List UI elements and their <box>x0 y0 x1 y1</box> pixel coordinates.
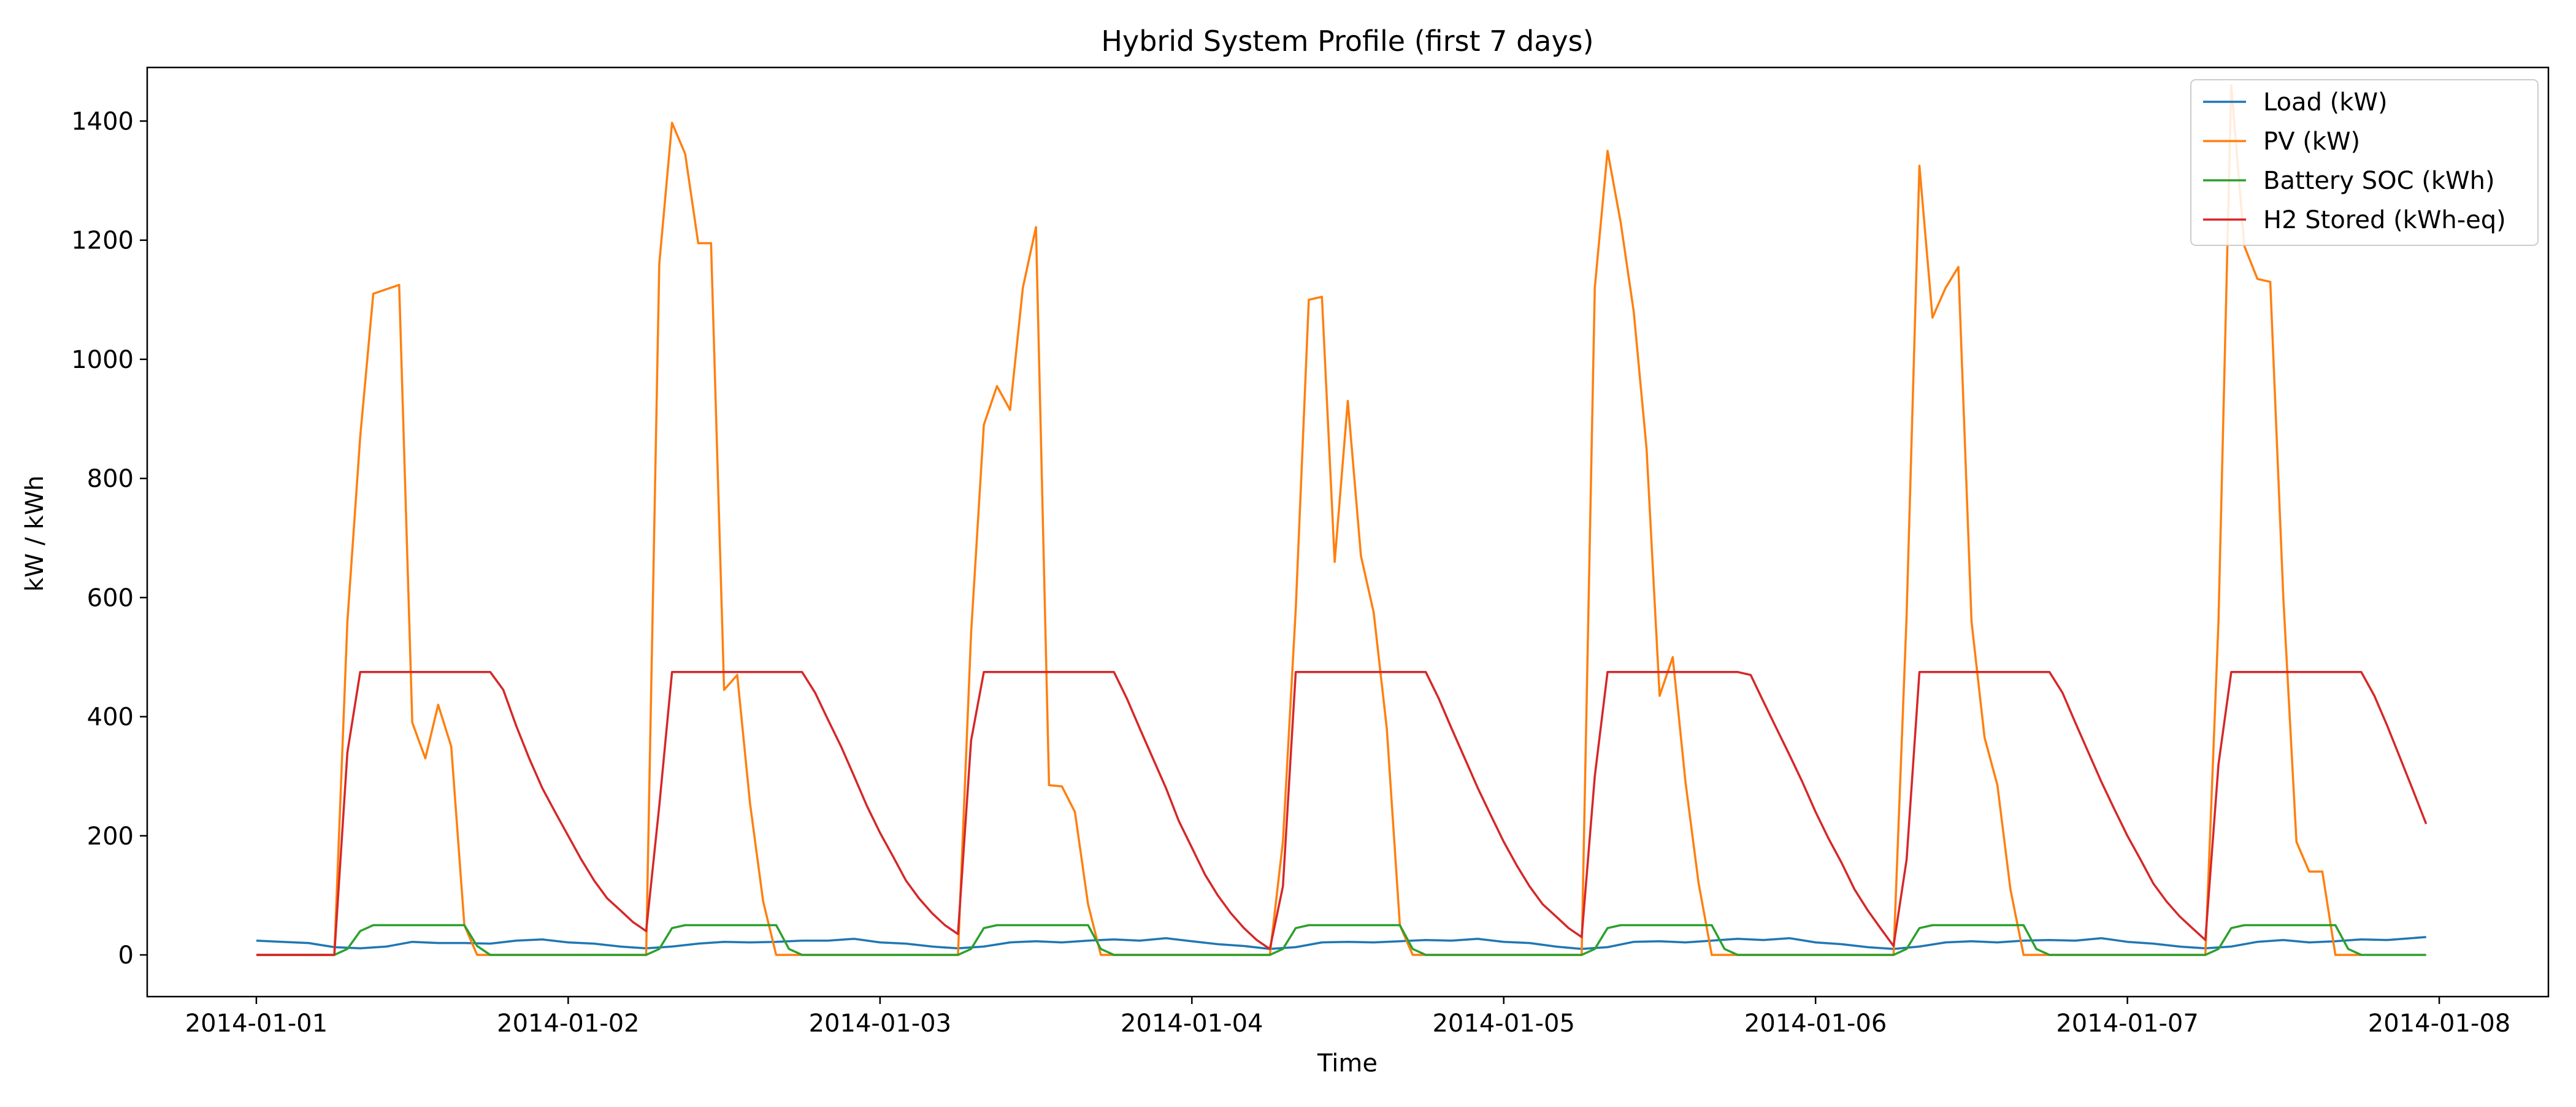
x-axis-label: Time <box>1317 1049 1378 1078</box>
y-tick-label: 1000 <box>71 346 134 374</box>
x-tick-label: 2014-01-01 <box>185 1009 328 1038</box>
chart-title: Hybrid System Profile (first 7 days) <box>1101 25 1593 58</box>
y-tick-label: 200 <box>87 822 134 851</box>
legend-label: H2 Stored (kWh-eq) <box>2263 206 2506 234</box>
series-lines <box>256 84 2428 956</box>
y-axis-ticks: 0 200 400 600 800 1000 1200 1400 <box>71 107 147 970</box>
y-tick-label: 800 <box>87 465 134 493</box>
legend-label: Load (kW) <box>2263 88 2388 117</box>
y-axis-label: kW / kWh <box>21 475 49 592</box>
x-tick-label: 2014-01-07 <box>2056 1009 2198 1038</box>
y-tick-label: 400 <box>87 703 134 732</box>
legend-label: PV (kW) <box>2263 128 2360 156</box>
x-axis-ticks: 2014-01-01 2014-01-02 2014-01-03 2014-01-04… <box>185 997 2510 1038</box>
legend: Load (kW) PV (kW) Battery SOC (kWh) H2 Stor… <box>2190 79 2539 246</box>
y-tick-label: 1200 <box>71 227 134 255</box>
series-line-0 <box>256 936 2426 951</box>
x-tick-label: 2014-01-03 <box>809 1009 951 1038</box>
x-tick-label: 2014-01-04 <box>1121 1009 1263 1038</box>
y-tick-label: 0 <box>118 941 134 970</box>
x-tick-label: 2014-01-02 <box>497 1009 639 1038</box>
series-line-3 <box>256 670 2428 956</box>
series-line-2 <box>256 924 2426 956</box>
x-tick-label: 2014-01-06 <box>1744 1009 1887 1038</box>
y-tick-label: 1400 <box>71 107 134 136</box>
legend-box <box>2190 79 2539 246</box>
plot-frame <box>146 66 2550 998</box>
x-tick-label: 2014-01-05 <box>1432 1009 1574 1038</box>
legend-label: Battery SOC (kWh) <box>2263 167 2495 195</box>
x-tick-label: 2014-01-08 <box>2368 1009 2510 1038</box>
y-tick-label: 600 <box>87 584 134 612</box>
